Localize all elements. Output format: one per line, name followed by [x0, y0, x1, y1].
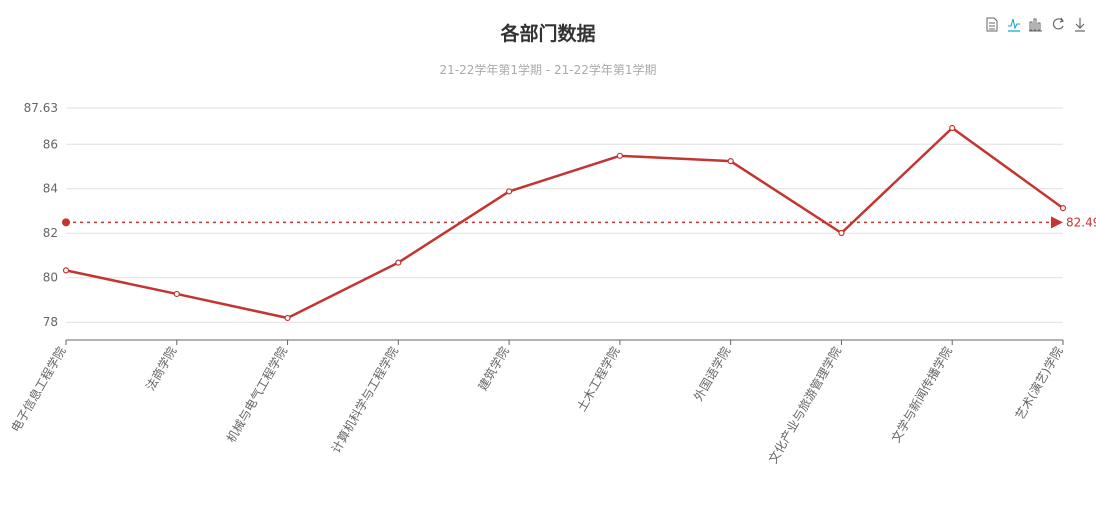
x-tick-label: 土木工程学院 — [573, 344, 622, 414]
restore-icon[interactable] — [1050, 14, 1066, 34]
x-tick-label: 艺术(演艺)学院 — [1012, 344, 1066, 422]
average-line: 82.49 — [62, 215, 1096, 229]
data-point — [838, 229, 845, 237]
chart-title: 各部门数据 — [499, 22, 595, 45]
series-line — [65, 126, 1064, 320]
x-tick-label: 外国语学院 — [690, 344, 733, 403]
x-tick-label: 文化产业与旅游管理学院 — [765, 344, 844, 466]
x-axis: 电子信息工程学院 法商学院 机械与电气工程学院 计算机科学与工程学院 建筑学院 土木工程学… — [8, 339, 1066, 466]
y-tick-label: 78 — [43, 315, 58, 329]
series — [62, 124, 1067, 322]
y-tick-label: 87.63 — [24, 101, 58, 115]
grid — [66, 107, 1063, 323]
data-point — [949, 124, 956, 132]
y-tick-label: 80 — [43, 271, 58, 285]
y-axis: 78 80 82 84 86 87.63 — [24, 101, 58, 329]
y-tick-label: 82 — [43, 226, 58, 240]
data-point — [616, 152, 623, 159]
data-point — [1059, 204, 1067, 212]
average-label: 82.49 — [1066, 215, 1096, 229]
x-tick-label: 建筑学院 — [475, 344, 512, 393]
data-point — [395, 259, 402, 266]
y-tick-label: 84 — [43, 182, 58, 196]
bar-chart-icon[interactable] — [1028, 14, 1044, 34]
x-tick-label: 法商学院 — [142, 344, 179, 393]
data-view-icon[interactable] — [984, 14, 1000, 34]
data-point — [62, 267, 70, 274]
chart-subtitle: 21-22学年第1学期 - 21-22学年第1学期 — [440, 62, 657, 77]
data-point — [506, 188, 513, 195]
data-point — [284, 314, 291, 322]
toolbox — [984, 14, 1088, 34]
data-point — [727, 158, 734, 165]
average-arrow — [1051, 216, 1063, 229]
x-tick-label: 电子信息工程学院 — [8, 344, 69, 435]
x-tick-label: 文学与新闻传播学院 — [888, 344, 955, 445]
download-icon[interactable] — [1072, 14, 1088, 34]
x-tick-label: 计算机科学与工程学院 — [328, 344, 401, 455]
x-tick-label: 机械与电气工程学院 — [223, 344, 290, 445]
y-tick-label: 86 — [43, 137, 58, 151]
line-chart-icon[interactable] — [1006, 14, 1022, 34]
data-point — [173, 290, 180, 298]
